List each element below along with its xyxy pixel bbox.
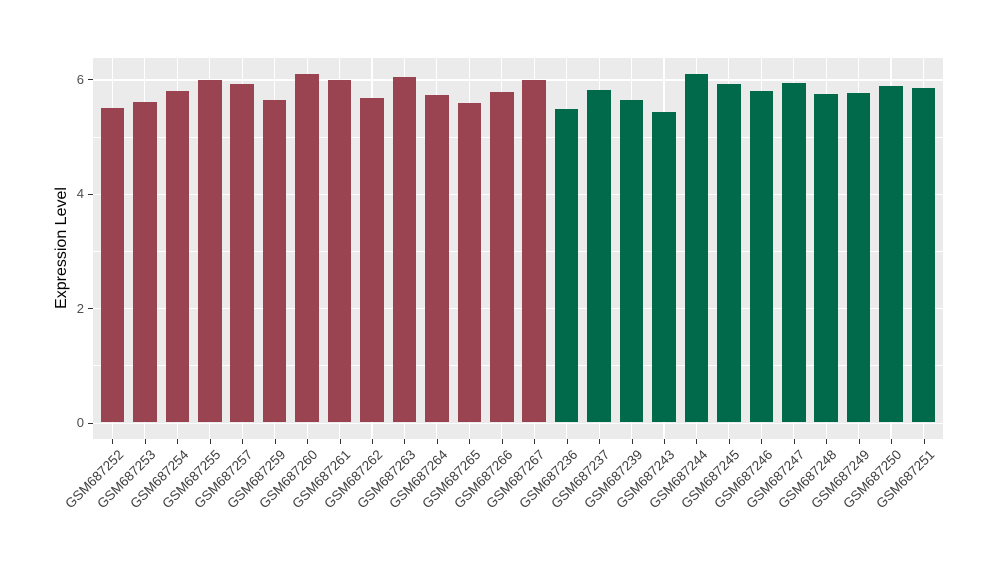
bar-GSM687260 (295, 73, 319, 423)
y-tick-mark (88, 193, 93, 195)
bar-GSM687263 (392, 77, 417, 423)
bar-GSM687246 (749, 90, 774, 423)
x-tick-mark (826, 439, 828, 444)
x-tick-mark (144, 439, 146, 444)
bar-GSM687254 (165, 91, 190, 423)
x-tick-mark (274, 439, 276, 444)
minor-gridline (93, 136, 943, 138)
bar-GSM687262 (360, 98, 384, 423)
y-tick-label: 0 (76, 415, 84, 430)
bar-GSM687236 (554, 109, 579, 423)
x-tick-mark (436, 439, 438, 444)
bar-GSM687255 (198, 79, 222, 423)
bar-GSM687239 (619, 100, 644, 423)
x-tick-mark (761, 439, 763, 444)
major-gridline (93, 79, 943, 81)
x-tick-mark (534, 439, 536, 444)
x-tick-mark (858, 439, 860, 444)
minor-gridline (93, 250, 943, 252)
y-tick-label: 4 (76, 186, 84, 202)
bar-GSM687261 (327, 79, 352, 423)
y-tick-label: 2 (76, 300, 84, 316)
x-tick-mark (177, 439, 179, 444)
x-tick-mark (404, 439, 406, 444)
x-tick-mark (372, 439, 373, 444)
bar-GSM687250 (879, 85, 903, 423)
bar-GSM687265 (457, 102, 482, 423)
bar-GSM687244 (684, 74, 709, 423)
x-tick-mark (339, 439, 341, 444)
bar-GSM687243 (652, 111, 676, 423)
bar-GSM687248 (814, 94, 838, 423)
bar-GSM687259 (262, 99, 287, 423)
bar-GSM687267 (522, 79, 546, 423)
y-tick-label: 6 (76, 71, 84, 87)
y-axis-title: Expression Level (53, 187, 70, 309)
minor-gridline (93, 365, 943, 367)
bar-GSM687264 (425, 94, 449, 423)
x-tick-mark (631, 439, 633, 444)
bar-GSM687245 (717, 83, 741, 423)
x-tick-mark (307, 439, 309, 444)
y-tick-mark (88, 79, 93, 81)
plot-panel (93, 58, 943, 439)
bar-GSM687249 (846, 93, 871, 423)
x-tick-mark (469, 439, 471, 444)
x-tick-mark (209, 439, 211, 444)
bar-GSM687266 (490, 92, 514, 423)
x-tick-mark (566, 439, 568, 444)
x-tick-mark (728, 439, 730, 444)
y-tick-mark (88, 308, 93, 310)
x-tick-mark (599, 439, 601, 444)
bar-GSM687253 (133, 101, 157, 423)
bar-GSM687237 (587, 90, 611, 423)
major-gridline (93, 308, 943, 310)
y-tick-mark (88, 422, 93, 424)
x-tick-mark (663, 439, 665, 444)
x-tick-mark (112, 439, 114, 444)
x-tick-mark (923, 439, 925, 444)
bar-GSM687247 (782, 82, 806, 423)
major-gridline (93, 193, 943, 196)
x-tick-mark (891, 439, 893, 444)
bar-GSM687257 (230, 83, 254, 423)
x-tick-mark (501, 439, 503, 444)
bar-GSM687251 (911, 88, 936, 423)
bar-GSM687252 (100, 107, 125, 423)
x-tick-mark (242, 439, 244, 444)
x-tick-mark (793, 439, 795, 444)
x-tick-mark (696, 439, 698, 444)
major-gridline (93, 422, 943, 424)
